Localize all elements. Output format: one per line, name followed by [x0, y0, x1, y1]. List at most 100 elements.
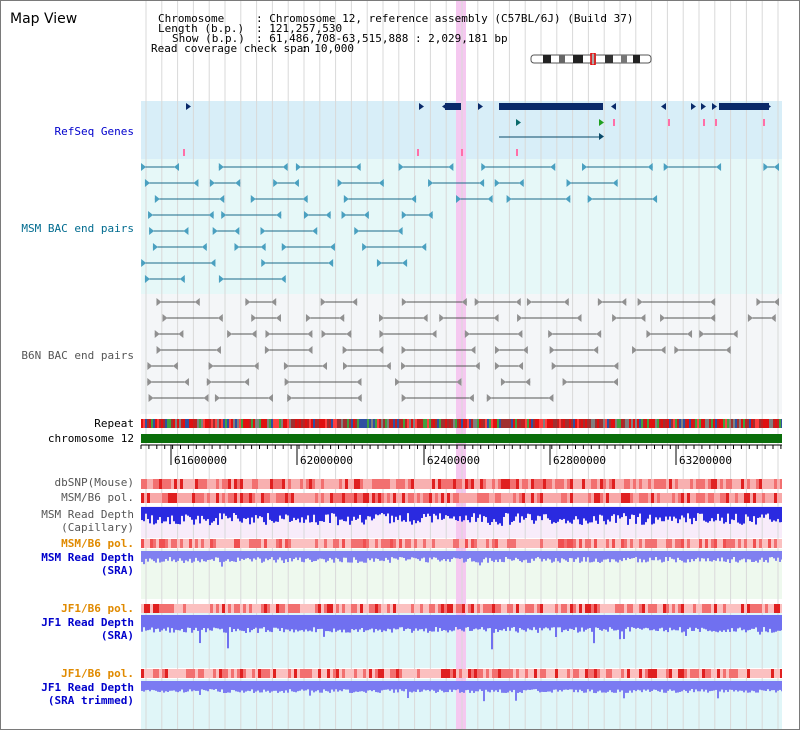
bac-end-marker — [346, 330, 352, 338]
jf1-trim-depth-label-2[interactable]: (SRA trimmed) — [47, 694, 134, 707]
heat-cell — [660, 493, 663, 503]
depth-bar — [405, 507, 407, 522]
heat-cell — [579, 479, 582, 489]
depth-bar — [533, 681, 535, 690]
depth-bar — [287, 507, 289, 516]
depth-bar — [295, 507, 297, 521]
repeat-segment — [501, 419, 503, 428]
depth-bar — [601, 681, 603, 693]
depth-bar — [645, 615, 647, 628]
msm-pol-label[interactable]: MSM/B6 pol. — [61, 491, 134, 504]
jf1-pol2-label[interactable]: JF1/B6 pol. — [61, 667, 134, 680]
depth-bar — [659, 615, 661, 629]
depth-bar — [745, 551, 747, 563]
heat-cell — [354, 669, 357, 678]
dbsnp-label[interactable]: dbSNP(Mouse) — [54, 476, 134, 489]
bac-end-marker — [612, 179, 618, 187]
refseq-genes-label[interactable]: RefSeq Genes — [54, 125, 134, 138]
depth-bar — [727, 507, 729, 514]
repeat-segment — [561, 419, 563, 428]
depth-bar — [527, 615, 529, 629]
depth-bar — [557, 551, 559, 562]
depth-bar — [521, 551, 523, 563]
depth-bar — [209, 507, 211, 526]
axis-tick-label: 62400000 — [427, 454, 480, 467]
heat-cell — [756, 493, 759, 503]
repeat-segment — [343, 419, 345, 428]
depth-bar — [429, 681, 431, 692]
bac-end-marker — [479, 179, 485, 187]
repeat-segment — [751, 419, 753, 428]
depth-bar — [179, 615, 181, 631]
heat-cell — [642, 539, 645, 548]
msm-sra-depth-label-2[interactable]: (SRA) — [100, 564, 134, 577]
depth-bar — [715, 507, 717, 521]
repeat-segment — [575, 419, 577, 428]
depth-bar — [745, 507, 747, 515]
depth-bar — [533, 615, 535, 628]
depth-bar — [385, 615, 387, 632]
bac-end-marker — [487, 195, 493, 203]
depth-bar — [149, 615, 151, 630]
depth-bar — [675, 681, 677, 693]
repeat-segment — [493, 419, 495, 428]
b6n-bac-label[interactable]: B6N BAC end pairs — [21, 349, 134, 362]
heat-cell — [651, 493, 654, 503]
jf1-trim-depth-label-1[interactable]: JF1 Read Depth — [41, 681, 134, 694]
depth-bar — [371, 681, 373, 692]
depth-bar — [617, 507, 619, 516]
jf1-sra-depth-label-1[interactable]: JF1 Read Depth — [41, 616, 134, 629]
heat-cell — [546, 539, 549, 548]
depth-bar — [549, 551, 551, 560]
bac-end-marker — [144, 179, 150, 187]
heat-cell — [477, 669, 480, 678]
bac-end-marker — [275, 314, 281, 322]
jf1-pol-label[interactable]: JF1/B6 pol. — [61, 602, 134, 615]
repeat-segment — [699, 419, 701, 428]
depth-bar — [779, 507, 781, 523]
repeat-segment — [427, 419, 429, 428]
heat-cell — [741, 493, 744, 503]
depth-bar — [615, 681, 617, 693]
heat-cell — [711, 479, 714, 489]
depth-bar — [395, 551, 397, 559]
depth-bar — [743, 681, 745, 693]
heat-cell — [426, 493, 429, 503]
msm-bac-label[interactable]: MSM BAC end pairs — [21, 222, 134, 235]
depth-bar — [671, 507, 673, 521]
bac-end-marker — [209, 179, 215, 187]
heat-cell — [342, 493, 345, 503]
heat-cell — [612, 493, 615, 503]
bac-end-marker — [218, 163, 224, 171]
msm-sra-depth-label-1[interactable]: MSM Read Depth — [41, 551, 134, 564]
depth-bar — [235, 507, 237, 515]
msm-cap-depth-label-2[interactable]: (Capillary) — [61, 521, 134, 534]
heat-cell — [264, 669, 267, 678]
repeat-segment — [617, 419, 619, 428]
heat-cell — [447, 539, 450, 548]
chromosome-ideogram[interactable] — [529, 53, 655, 65]
msm-cap-depth-label-1[interactable]: MSM Read Depth — [41, 508, 134, 521]
heat-cell — [534, 493, 537, 503]
heat-cell — [336, 669, 339, 678]
heat-cell — [384, 539, 387, 548]
repeat-segment — [283, 419, 285, 428]
heat-cell — [609, 539, 612, 548]
jf1-sra-depth-label-2[interactable]: (SRA) — [100, 629, 134, 642]
depth-bar — [141, 615, 143, 632]
depth-bar — [297, 615, 299, 632]
depth-bar — [733, 681, 735, 692]
heat-cell — [735, 539, 738, 548]
depth-bar — [439, 615, 441, 629]
heat-cell — [294, 669, 297, 678]
heat-cell — [639, 604, 642, 613]
heat-cell — [573, 604, 576, 613]
repeat-segment — [325, 419, 327, 428]
heat-cell — [186, 493, 189, 503]
msm-pol2-label[interactable]: MSM/B6 pol. — [61, 537, 134, 550]
repeat-segment — [247, 419, 249, 428]
depth-bar — [477, 551, 479, 563]
heat-cell — [168, 604, 171, 613]
heat-cell — [234, 479, 237, 489]
